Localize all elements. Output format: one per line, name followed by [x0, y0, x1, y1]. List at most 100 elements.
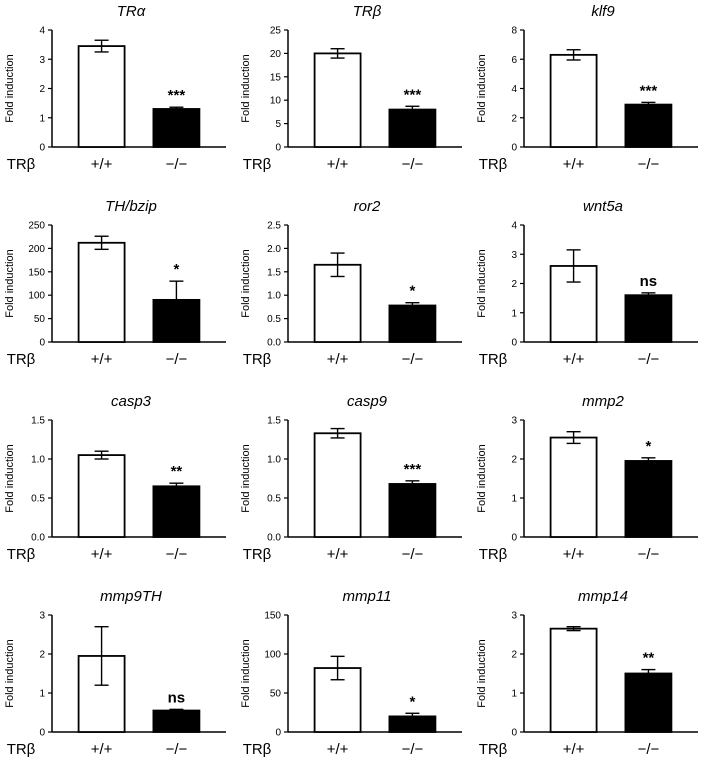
y-axis-label: Fold induction	[476, 249, 488, 318]
chart-title: TRα	[117, 3, 146, 20]
y-tick-label: 100	[28, 291, 45, 302]
chart-panel-12: mmp14 0 1 2 3 Fold induction ** TRβ +/+ −/−	[472, 585, 708, 780]
chart-title: mmp14	[578, 588, 628, 605]
y-tick-label: 0	[39, 728, 45, 739]
x-axis-gene-label: TRβ	[7, 546, 36, 563]
y-axis-label: Fold induction	[4, 54, 16, 123]
bar-chart: casp9 0.0 0.5 1.0 1.5 Fold induction *** TRβ +/+…	[240, 393, 462, 563]
x-axis-gene-label: TRβ	[479, 741, 508, 758]
x-category-label: −/−	[402, 156, 424, 173]
bar-knockout	[152, 485, 201, 538]
x-axis-gene-label: TRβ	[243, 741, 272, 758]
x-axis-gene-label: TRβ	[7, 351, 36, 368]
y-tick-label: 2	[39, 650, 45, 661]
x-axis-gene-label: TRβ	[7, 741, 36, 758]
y-tick-label: 50	[270, 689, 282, 700]
y-tick-label: 25	[270, 26, 282, 37]
bar-knockout	[388, 108, 437, 148]
y-axis-label: Fold induction	[476, 639, 488, 708]
x-category-label: −/−	[638, 741, 660, 758]
y-tick-label: 3	[39, 55, 45, 66]
bar-wildtype	[77, 454, 126, 538]
x-category-label: +/+	[91, 741, 113, 758]
x-category-label: −/−	[166, 156, 188, 173]
bar-knockout	[152, 108, 201, 148]
chart-title: TRβ	[353, 3, 382, 20]
y-axis-label: Fold induction	[240, 444, 252, 513]
bar-knockout	[152, 709, 201, 733]
y-tick-label: 2	[511, 650, 517, 661]
x-axis-gene-label: TRβ	[243, 156, 272, 173]
chart-title: wnt5a	[583, 198, 623, 215]
chart-panel-10: mmp9TH 0 1 2 3 Fold induction ns TRβ +/+ −/−	[0, 585, 236, 780]
y-tick-label: 1	[39, 689, 45, 700]
y-tick-label: 3	[511, 250, 517, 261]
y-axis-label: Fold induction	[240, 639, 252, 708]
y-axis-label: Fold induction	[240, 54, 252, 123]
bar-knockout	[624, 672, 673, 733]
chart-title: TH/bzip	[105, 198, 157, 215]
x-category-label: +/+	[563, 351, 585, 368]
bar-chart: mmp2 0 1 2 3 Fold induction * TRβ +/+ −/−	[476, 393, 698, 563]
bar-wildtype	[313, 432, 362, 538]
significance-label: *	[645, 438, 651, 455]
significance-label: ns	[640, 273, 658, 290]
y-tick-label: 1.5	[267, 267, 281, 278]
bar-knockout	[388, 483, 437, 538]
x-category-label: +/+	[327, 741, 349, 758]
x-category-label: −/−	[166, 546, 188, 563]
bar-wildtype	[549, 436, 598, 538]
y-tick-label: 0	[39, 143, 45, 154]
y-tick-label: 0.5	[267, 494, 281, 505]
y-tick-label: 20	[270, 49, 282, 60]
significance-label: ***	[640, 82, 658, 99]
significance-label: *	[409, 283, 415, 300]
y-tick-label: 4	[39, 26, 45, 37]
y-axis-label: Fold induction	[240, 249, 252, 318]
significance-label: ***	[168, 87, 186, 104]
x-axis-gene-label: TRβ	[243, 546, 272, 563]
bar-wildtype	[77, 45, 126, 148]
bar-wildtype	[77, 241, 126, 343]
x-category-label: +/+	[563, 156, 585, 173]
y-tick-label: 0	[275, 728, 281, 739]
y-tick-label: 0	[39, 338, 45, 349]
y-tick-label: 150	[28, 267, 45, 278]
x-axis-gene-label: TRβ	[7, 156, 36, 173]
y-tick-label: 1.5	[31, 416, 45, 427]
x-category-label: +/+	[563, 546, 585, 563]
y-tick-label: 200	[28, 244, 45, 255]
x-category-label: −/−	[166, 741, 188, 758]
bar-chart: TRα 0 1 2 3 4 Fold induction *** TRβ +/+ −/−	[4, 3, 226, 173]
y-tick-label: 3	[511, 611, 517, 622]
chart-panel-5: ror2 0.0 0.5 1.0 1.5 2.0 2.5 Fold induction * TRβ…	[236, 195, 472, 390]
x-category-label: −/−	[638, 156, 660, 173]
x-category-label: +/+	[91, 546, 113, 563]
y-tick-label: 0.0	[31, 533, 45, 544]
x-category-label: −/−	[402, 546, 424, 563]
y-tick-label: 50	[34, 314, 46, 325]
bar-wildtype	[549, 627, 598, 733]
y-tick-label: 4	[511, 221, 517, 232]
x-category-label: +/+	[327, 156, 349, 173]
chart-panel-4: TH/bzip 0 50 100 150 200 250 Fold induction * TRβ…	[0, 195, 236, 390]
bar-chart: mmp14 0 1 2 3 Fold induction ** TRβ +/+ −/−	[476, 588, 698, 758]
y-tick-label: 1	[511, 494, 517, 505]
y-tick-label: 0.0	[267, 338, 281, 349]
y-tick-label: 0.5	[31, 494, 45, 505]
y-tick-label: 0	[511, 533, 517, 544]
significance-label: ***	[404, 461, 422, 478]
y-axis-label: Fold induction	[4, 639, 16, 708]
x-category-label: −/−	[402, 351, 424, 368]
y-axis-label: Fold induction	[4, 444, 16, 513]
y-tick-label: 15	[270, 72, 282, 83]
y-tick-label: 2	[511, 279, 517, 290]
bar-chart: mmp11 0 50 100 150 Fold induction * TRβ +/+ −/−	[240, 588, 462, 758]
x-category-label: −/−	[638, 546, 660, 563]
bar-knockout	[624, 103, 673, 148]
y-tick-label: 2	[511, 113, 517, 124]
chart-panel-1: TRα 0 1 2 3 4 Fold induction *** TRβ +/+ −/−	[0, 0, 236, 195]
y-tick-label: 5	[275, 119, 281, 130]
significance-label: *	[409, 693, 415, 710]
